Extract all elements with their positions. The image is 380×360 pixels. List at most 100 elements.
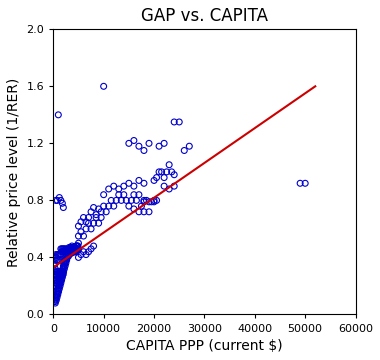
Point — [51, 283, 57, 289]
Point — [73, 249, 79, 255]
Point — [59, 272, 65, 278]
Point — [143, 198, 149, 203]
Point — [55, 289, 62, 294]
Point — [138, 203, 144, 209]
Point — [63, 246, 69, 252]
Point — [171, 183, 177, 189]
Point — [133, 198, 139, 203]
Point — [154, 175, 160, 180]
Point — [62, 246, 68, 252]
Point — [67, 250, 73, 256]
Point — [54, 293, 60, 299]
Point — [75, 243, 81, 249]
Point — [51, 293, 57, 299]
Point — [136, 177, 142, 183]
Point — [151, 177, 157, 183]
Point — [56, 269, 62, 275]
Point — [52, 299, 58, 305]
Point — [141, 209, 147, 215]
Point — [63, 260, 69, 266]
Point — [71, 244, 77, 250]
Point — [118, 198, 124, 203]
Point — [69, 247, 75, 253]
Point — [86, 249, 92, 255]
Point — [56, 280, 62, 286]
Point — [81, 215, 87, 220]
Point — [61, 249, 67, 255]
Point — [55, 272, 61, 278]
Title: GAP vs. CAPITA: GAP vs. CAPITA — [141, 7, 268, 25]
Point — [131, 192, 137, 198]
Point — [62, 249, 68, 255]
Point — [151, 199, 157, 205]
Point — [53, 292, 59, 297]
Point — [161, 183, 167, 189]
Point — [65, 247, 71, 253]
Point — [56, 284, 62, 290]
Point — [66, 249, 72, 255]
Point — [297, 180, 303, 186]
Point — [141, 199, 147, 205]
Point — [68, 250, 74, 256]
Point — [81, 233, 87, 239]
Point — [70, 244, 76, 250]
Point — [66, 253, 72, 259]
Point — [71, 244, 78, 250]
Point — [78, 229, 84, 235]
Point — [116, 186, 122, 192]
Point — [60, 246, 66, 252]
Point — [71, 249, 77, 255]
Point — [57, 275, 63, 280]
Point — [54, 252, 60, 257]
Point — [63, 257, 70, 263]
Point — [88, 209, 94, 215]
Point — [73, 247, 79, 253]
Point — [68, 250, 74, 256]
Point — [111, 183, 117, 189]
Point — [108, 198, 114, 203]
Point — [113, 198, 119, 203]
Point — [74, 243, 80, 249]
Point — [136, 209, 142, 215]
Point — [59, 201, 65, 206]
Point — [61, 265, 67, 270]
Point — [136, 143, 142, 149]
Point — [65, 246, 71, 252]
Point — [61, 266, 67, 272]
Point — [59, 249, 65, 255]
Point — [70, 249, 76, 255]
Point — [70, 244, 76, 250]
Point — [65, 252, 71, 257]
Point — [52, 262, 58, 267]
Point — [116, 192, 122, 198]
Point — [60, 269, 66, 275]
Point — [52, 294, 59, 300]
Point — [66, 246, 73, 252]
Point — [56, 257, 62, 263]
Point — [53, 252, 59, 257]
Point — [141, 148, 147, 153]
Point — [83, 219, 89, 225]
Point — [52, 266, 59, 272]
Point — [101, 203, 107, 209]
Point — [56, 275, 62, 280]
Point — [59, 269, 65, 275]
Point — [53, 283, 59, 289]
Point — [57, 283, 63, 289]
Point — [73, 243, 79, 249]
Point — [75, 255, 81, 260]
Point — [58, 249, 64, 255]
Point — [81, 249, 87, 255]
Point — [54, 280, 60, 286]
Point — [54, 277, 60, 283]
Point — [59, 273, 65, 279]
Point — [64, 255, 70, 260]
Point — [72, 249, 78, 255]
Point — [57, 279, 63, 284]
Point — [86, 215, 92, 220]
Point — [90, 220, 97, 226]
Point — [53, 296, 59, 302]
Point — [75, 247, 81, 253]
Point — [57, 269, 63, 275]
Point — [158, 169, 165, 175]
